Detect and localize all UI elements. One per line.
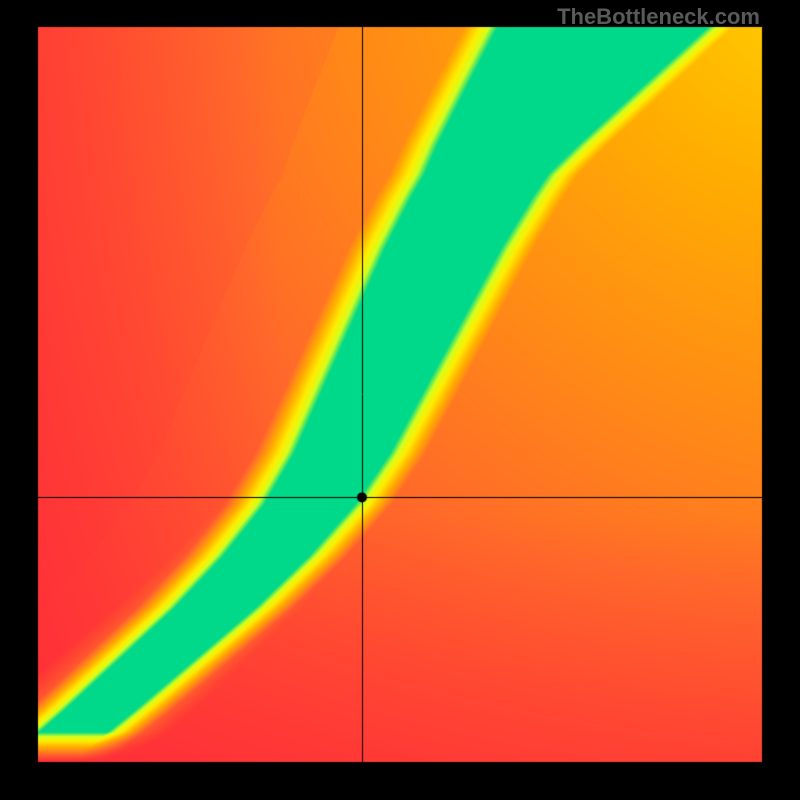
- heatmap-canvas: [0, 0, 800, 800]
- watermark-text: TheBottleneck.com: [557, 4, 760, 30]
